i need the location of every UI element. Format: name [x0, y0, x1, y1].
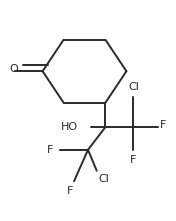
Text: Cl: Cl: [99, 174, 109, 184]
Text: F: F: [160, 120, 166, 130]
Text: O: O: [10, 65, 18, 74]
Text: F: F: [67, 187, 74, 196]
Text: F: F: [130, 155, 137, 165]
Text: HO: HO: [60, 122, 77, 132]
Text: Cl: Cl: [128, 82, 139, 92]
Text: F: F: [47, 145, 53, 155]
